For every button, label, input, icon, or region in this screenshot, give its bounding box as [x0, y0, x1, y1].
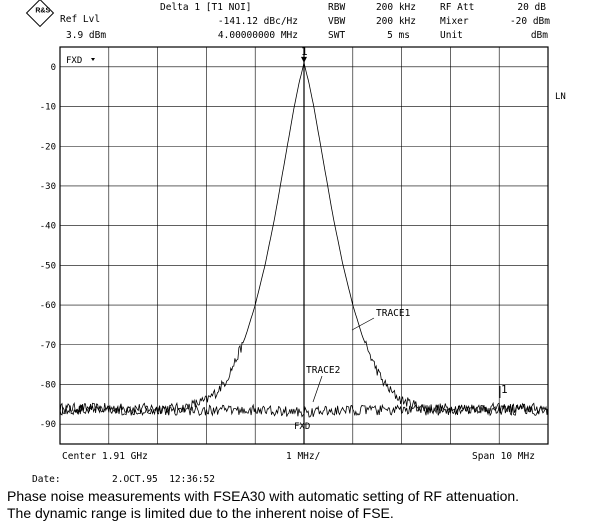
ref-lvl-label: Ref Lvl — [60, 14, 101, 25]
vbw-label: VBW — [328, 16, 346, 27]
rbw-label: RBW — [328, 2, 346, 13]
plot-annotations: TRACE1 TRACE2 — [91, 56, 501, 403]
y-tick-label: -50 — [40, 261, 56, 271]
trace-trace2 — [59, 403, 549, 418]
caption-line-1: Phase noise measurements with FSEA30 wit… — [7, 488, 520, 504]
y-tick-label: -60 — [40, 301, 56, 311]
ln-label: LN — [555, 92, 566, 102]
swt-value: 5 ms — [387, 30, 410, 41]
marker-delta-label: 1 — [501, 383, 508, 396]
plot-grid — [60, 47, 548, 444]
y-tick-label: -40 — [40, 222, 56, 232]
mixer-label: Mixer — [440, 16, 469, 27]
y-tick-label: -80 — [40, 380, 56, 390]
ref-lvl-value: 3.9 dBm — [66, 30, 107, 41]
fxd-bottom-label: FXD — [294, 422, 310, 432]
trace2-leader — [312, 375, 323, 403]
date-label: Date: — [32, 474, 61, 485]
y-tick-label: -70 — [40, 341, 56, 351]
div-label: 1 MHz/ — [286, 451, 321, 462]
fxd-arrow — [91, 58, 95, 61]
y-tick-label: 0 — [51, 63, 56, 73]
swt-label: SWT — [328, 30, 346, 41]
unit-label: Unit — [440, 30, 463, 41]
y-tick-label: -90 — [40, 420, 56, 430]
marker-freq: 4.00000000 MHz — [217, 30, 298, 41]
spectrum-plot: 0-10-20-30-40-50-60-70-80-90 TRACE1TRACE… — [40, 45, 566, 445]
rbw-value: 200 kHz — [375, 2, 416, 13]
marker-1-label: 1 — [301, 45, 308, 58]
plot-series — [59, 62, 549, 418]
marker-1-triangle — [301, 56, 307, 63]
y-tick-label: -30 — [40, 182, 56, 192]
span-label: Span 10 MHz — [472, 451, 535, 462]
marker-value: -141.12 dBc/Hz — [217, 16, 298, 27]
trace2-label: TRACE2 — [306, 365, 340, 376]
trace1-leader — [351, 317, 375, 331]
y-tick-labels: 0 -10 -20 -30 -40 -50 -60 -70 -80 -90 — [40, 63, 56, 430]
y-tick-label: -10 — [40, 103, 56, 113]
marker-title: Delta 1 [T1 NOI] — [160, 2, 252, 13]
unit-value: dBm — [530, 30, 548, 41]
rfatt-value: 20 dB — [517, 2, 546, 13]
center-freq: Center 1.91 GHz — [62, 451, 148, 462]
date-value: 2.OCT.95 12:36:52 — [112, 474, 215, 485]
vbw-value: 200 kHz — [375, 16, 416, 27]
rfatt-label: RF Att — [440, 2, 475, 13]
trace1-label: TRACE1 — [376, 308, 411, 319]
mixer-value: -20 dBm — [509, 16, 550, 27]
y-tick-label: -20 — [40, 142, 56, 152]
fxd-top-label: FXD — [66, 56, 82, 66]
caption-line-2: The dynamic range is limited due to the … — [7, 505, 394, 521]
